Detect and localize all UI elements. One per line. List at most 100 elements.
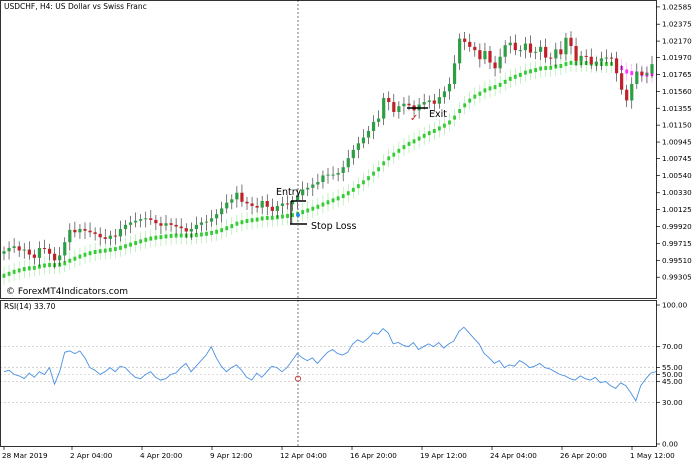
candle-body bbox=[53, 253, 57, 261]
candle-body bbox=[204, 221, 209, 223]
candle-body bbox=[326, 174, 330, 176]
candle-body bbox=[361, 137, 366, 144]
trend-indicator bbox=[2, 53, 654, 285]
candle-body bbox=[88, 230, 92, 233]
candle-body bbox=[432, 100, 436, 104]
indicator-mark bbox=[2, 273, 6, 278]
indicator-mark bbox=[529, 69, 532, 74]
indicator-mark bbox=[38, 264, 41, 269]
candle-body bbox=[604, 57, 609, 59]
indicator-mark bbox=[301, 210, 305, 215]
entry-marker-icon bbox=[296, 213, 300, 217]
price-axis-label: 0.99510 bbox=[662, 256, 692, 265]
candle-body bbox=[569, 37, 573, 47]
rsi-axis-label: 100.00 bbox=[662, 301, 688, 310]
indicator-mark bbox=[453, 115, 456, 120]
time-axis-label: 4 Apr 20:00 bbox=[140, 451, 183, 460]
candle-body bbox=[564, 37, 568, 55]
rsi-panel-border bbox=[0, 300, 657, 447]
indicator-mark bbox=[260, 216, 264, 221]
candle-body bbox=[650, 64, 654, 74]
candle-body bbox=[336, 172, 340, 175]
candle-body bbox=[17, 246, 21, 251]
candle-body bbox=[574, 46, 578, 61]
candle-body bbox=[306, 187, 310, 190]
indicator-mark bbox=[83, 252, 87, 257]
indicator-mark bbox=[326, 200, 330, 205]
candle-body bbox=[47, 248, 52, 254]
candle-body bbox=[518, 50, 522, 52]
entry-annotation: Entry Stop Loss bbox=[276, 187, 357, 232]
candle-body bbox=[235, 192, 239, 200]
rsi-axis-label: 55.00 bbox=[662, 363, 683, 372]
price-axis-label: 1.02585 bbox=[662, 2, 692, 11]
indicator-mark bbox=[149, 236, 153, 241]
indicator-mark bbox=[316, 204, 320, 209]
rsi-level-lines bbox=[0, 346, 656, 403]
indicator-mark bbox=[498, 82, 502, 87]
price-axis-label: 1.02375 bbox=[662, 20, 692, 29]
candle-body bbox=[103, 237, 107, 239]
candle-body bbox=[356, 143, 360, 150]
candle-body bbox=[523, 43, 528, 51]
indicator-mark bbox=[417, 136, 421, 141]
indicator-mark bbox=[569, 60, 573, 65]
indicator-mark bbox=[63, 261, 67, 266]
indicator-mark bbox=[544, 66, 548, 71]
candle-body bbox=[159, 223, 163, 226]
candle-body bbox=[118, 229, 123, 237]
candle-body bbox=[493, 62, 497, 69]
indicator-mark bbox=[159, 235, 163, 240]
candle-body bbox=[549, 57, 553, 59]
candle-body bbox=[63, 242, 67, 256]
price-axis-label: 1.01560 bbox=[662, 87, 692, 96]
price-axis-label: 1.01150 bbox=[662, 121, 692, 130]
candle-body bbox=[128, 222, 133, 225]
candle-body bbox=[630, 83, 634, 101]
indicator-mark bbox=[468, 98, 472, 103]
indicator-mark bbox=[174, 233, 178, 238]
indicator-mark bbox=[144, 237, 148, 242]
indicator-mark bbox=[346, 191, 350, 196]
candle-body bbox=[27, 249, 31, 255]
candle-body bbox=[341, 167, 345, 173]
indicator-mark bbox=[483, 88, 487, 93]
indicator-mark bbox=[392, 152, 396, 157]
candle-body bbox=[215, 214, 219, 219]
candle-body bbox=[508, 42, 512, 46]
candle-body bbox=[301, 189, 305, 196]
price-axis-label: 0.99920 bbox=[662, 222, 692, 231]
candle-body bbox=[12, 246, 16, 248]
indicator-mark bbox=[22, 267, 26, 272]
indicator-mark bbox=[564, 61, 568, 66]
indicator-mark bbox=[422, 133, 426, 138]
candle-body bbox=[321, 175, 325, 183]
candle-body bbox=[422, 102, 426, 105]
candle-body bbox=[194, 224, 198, 230]
candle-body bbox=[290, 200, 295, 205]
candle-body bbox=[144, 218, 148, 220]
indicator-mark bbox=[7, 271, 11, 276]
candle-body bbox=[473, 46, 477, 51]
candle-body bbox=[392, 102, 396, 112]
candle-body bbox=[442, 91, 447, 98]
candle-body bbox=[579, 55, 583, 61]
candle-body bbox=[260, 200, 264, 208]
time-axis-label: 24 Apr 04:00 bbox=[490, 451, 537, 460]
indicator-mark bbox=[518, 72, 522, 77]
candle-body bbox=[407, 103, 411, 106]
indicator-mark bbox=[134, 241, 138, 246]
rsi-axis-label: 50.00 bbox=[662, 370, 683, 379]
candle-body bbox=[123, 224, 128, 230]
candle-body bbox=[599, 58, 603, 62]
candle-body bbox=[488, 50, 492, 63]
price-axis-label: 1.01765 bbox=[662, 70, 692, 79]
candle-body bbox=[209, 218, 214, 222]
candle-body bbox=[265, 200, 269, 207]
candle-body bbox=[78, 229, 82, 233]
price-axis-label: 1.00540 bbox=[662, 171, 692, 180]
candle-body bbox=[199, 222, 204, 225]
candle-body bbox=[609, 57, 614, 59]
